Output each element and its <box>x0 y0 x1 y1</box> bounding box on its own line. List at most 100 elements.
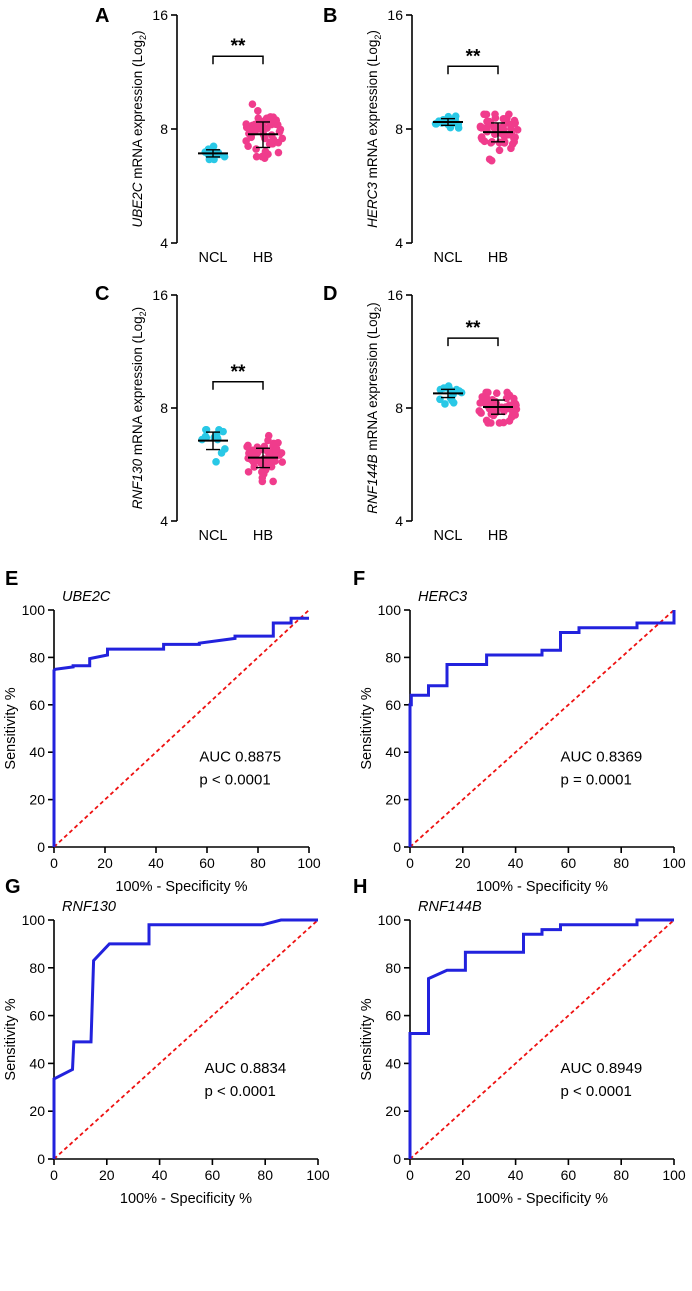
data-point-hb <box>258 152 266 161</box>
x-category-label: HB <box>253 250 273 266</box>
panel-label: C <box>95 283 109 305</box>
significance-bracket <box>212 55 264 65</box>
data-point-hb <box>484 419 492 427</box>
x-axis-title: 100% - Specificity % <box>115 879 247 895</box>
y-tick-label: 80 <box>385 649 401 665</box>
auc-label: AUC 0.8369 <box>560 749 642 766</box>
y-tick-label: 20 <box>29 1103 45 1119</box>
data-point-hb <box>484 388 492 397</box>
data-point-hb <box>493 123 501 131</box>
y-tick-label: 16 <box>152 287 168 303</box>
roc-title: HERC3 <box>418 589 467 605</box>
x-tick-label: 40 <box>152 1167 168 1183</box>
data-point-hb <box>242 123 251 132</box>
x-tick-label: 0 <box>50 1167 58 1183</box>
y-tick-label: 80 <box>29 960 45 976</box>
data-point-hb <box>258 473 267 482</box>
x-axis-title: 100% - Specificity % <box>476 1191 608 1207</box>
y-tick-label: 8 <box>160 400 168 416</box>
y-axis-title: RNF130 mRNA expression (Log2) <box>130 307 148 509</box>
x-tick-label: 40 <box>148 855 164 871</box>
data-point-ncl <box>221 445 229 453</box>
data-point-hb <box>272 116 281 125</box>
reference-line <box>409 919 675 1160</box>
panel-label: A <box>95 5 109 27</box>
x-tick-label: 80 <box>613 1167 629 1183</box>
roc-curve <box>52 918 318 1159</box>
y-axis-title: Sensitivity % <box>3 687 19 769</box>
y-tick-label: 60 <box>385 697 401 713</box>
data-point-hb <box>477 133 486 142</box>
x-tick-label: 60 <box>199 855 215 871</box>
roc-curve <box>408 610 676 847</box>
y-axis-title: Sensitivity % <box>359 998 375 1080</box>
roc-curve <box>408 918 674 1159</box>
x-category-label: NCL <box>198 250 227 266</box>
x-tick-label: 0 <box>50 855 58 871</box>
data-point-ncl <box>443 383 451 392</box>
data-point-hb <box>505 110 513 119</box>
roc-curve <box>52 616 309 847</box>
x-tick-label: 100 <box>297 855 321 871</box>
x-category-label: NCL <box>198 528 227 544</box>
data-point-hb <box>495 138 504 147</box>
data-point-hb <box>483 395 492 404</box>
data-point-hb <box>503 119 511 127</box>
data-point-hb <box>491 114 500 122</box>
data-point-hb <box>485 155 494 164</box>
significance-bracket <box>447 65 499 75</box>
y-tick-label: 8 <box>395 121 403 137</box>
y-tick-label: 20 <box>29 792 45 808</box>
data-point-hb <box>252 145 260 153</box>
x-tick-label: 40 <box>508 855 524 871</box>
data-point-hb <box>248 100 257 109</box>
x-tick-label: 40 <box>508 1167 524 1183</box>
significance-bracket <box>447 337 499 347</box>
x-tick-label: 100 <box>662 1167 686 1183</box>
data-point-ncl <box>449 398 458 407</box>
y-tick-label: 20 <box>385 1103 401 1119</box>
data-point-ncl <box>198 435 206 444</box>
data-point-hb <box>475 407 484 415</box>
p-value-label: p < 0.0001 <box>199 772 270 789</box>
y-tick-label: 100 <box>22 602 46 618</box>
roc-title: UBE2C <box>62 589 111 605</box>
x-tick-label: 60 <box>205 1167 221 1183</box>
x-category-label: NCL <box>433 250 462 266</box>
y-axis-title: UBE2C mRNA expression (Log2) <box>130 30 148 227</box>
data-point-hb <box>269 135 278 144</box>
y-tick-label: 40 <box>29 1055 45 1071</box>
roc-panel-h: H RNF144B 0 20 40 60 80 100 0 20 40 60 80 100 100% - S… <box>353 876 686 1207</box>
x-axis-title: 100% - Specificity % <box>476 879 608 895</box>
data-point-hb <box>278 134 287 143</box>
data-point-ncl <box>212 458 220 466</box>
x-tick-label: 20 <box>99 1167 115 1183</box>
significance-label: ** <box>231 362 246 383</box>
x-tick-label: 0 <box>406 855 414 871</box>
x-tick-label: 20 <box>455 855 471 871</box>
panel-label: F <box>353 568 365 590</box>
y-tick-label: 100 <box>378 912 402 928</box>
y-tick-label: 80 <box>29 649 45 665</box>
y-tick-label: 60 <box>29 697 45 713</box>
x-tick-label: 60 <box>561 1167 577 1183</box>
data-point-hb <box>254 107 262 115</box>
panel-label: H <box>353 876 367 898</box>
data-point-hb <box>244 468 253 476</box>
x-tick-label: 20 <box>97 855 113 871</box>
y-axis-title: Sensitivity % <box>3 998 19 1080</box>
y-tick-label: 0 <box>37 839 45 855</box>
data-point-ncl <box>441 400 449 408</box>
panel-label: B <box>323 5 337 27</box>
x-tick-label: 20 <box>455 1167 471 1183</box>
significance-label: ** <box>231 36 246 57</box>
roc-panel-e: E UBE2C 0 20 40 60 80 100 0 20 40 60 80 100 100% - Spe… <box>3 568 321 895</box>
y-tick-label: 0 <box>393 1151 401 1167</box>
data-point-hb <box>499 418 508 427</box>
data-point-hb <box>513 126 522 134</box>
panel-label: E <box>5 568 18 590</box>
data-point-hb <box>267 457 275 466</box>
